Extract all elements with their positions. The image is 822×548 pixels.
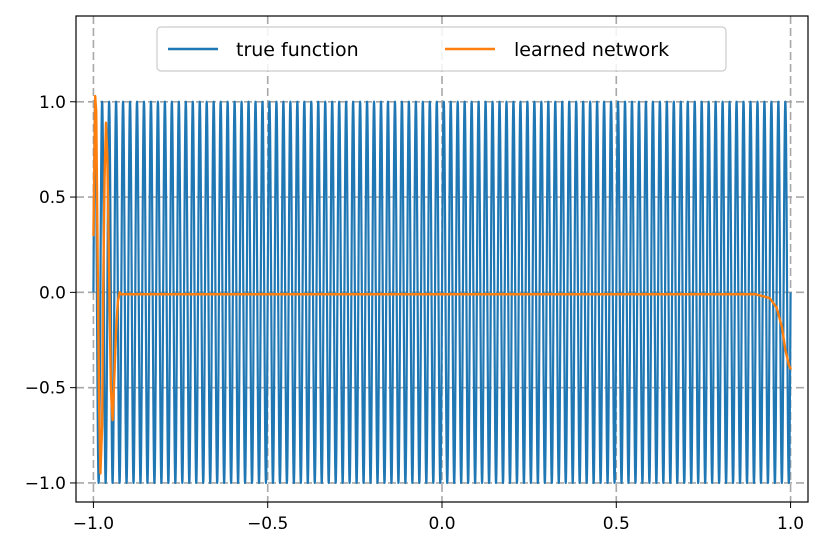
x-tick-label: 0.5 xyxy=(603,514,630,534)
legend-box xyxy=(156,26,727,72)
legend-label-true-function: true function xyxy=(236,39,359,61)
y-tick-label: 0.5 xyxy=(39,188,66,208)
y-axis: −1.0 −0.5 0.0 0.5 1.0 xyxy=(25,93,76,494)
legend: true function learned network xyxy=(156,26,727,72)
y-tick-label: 1.0 xyxy=(39,93,66,113)
x-tick-label: −1.0 xyxy=(73,514,114,534)
legend-label-learned-network: learned network xyxy=(514,39,669,61)
series-line-learned-network xyxy=(92,94,792,475)
x-tick-label: 1.0 xyxy=(777,514,804,534)
x-tick-label: 0.0 xyxy=(428,514,455,534)
series-layer xyxy=(92,94,792,485)
x-tick-label: −0.5 xyxy=(247,514,288,534)
y-tick-label: −1.0 xyxy=(25,474,66,494)
y-tick-label: −0.5 xyxy=(25,379,66,399)
series-line-true-function xyxy=(92,100,792,485)
y-tick-label: 0.0 xyxy=(39,283,66,303)
x-axis: −1.0 −0.5 0.0 0.5 1.0 xyxy=(73,502,804,534)
